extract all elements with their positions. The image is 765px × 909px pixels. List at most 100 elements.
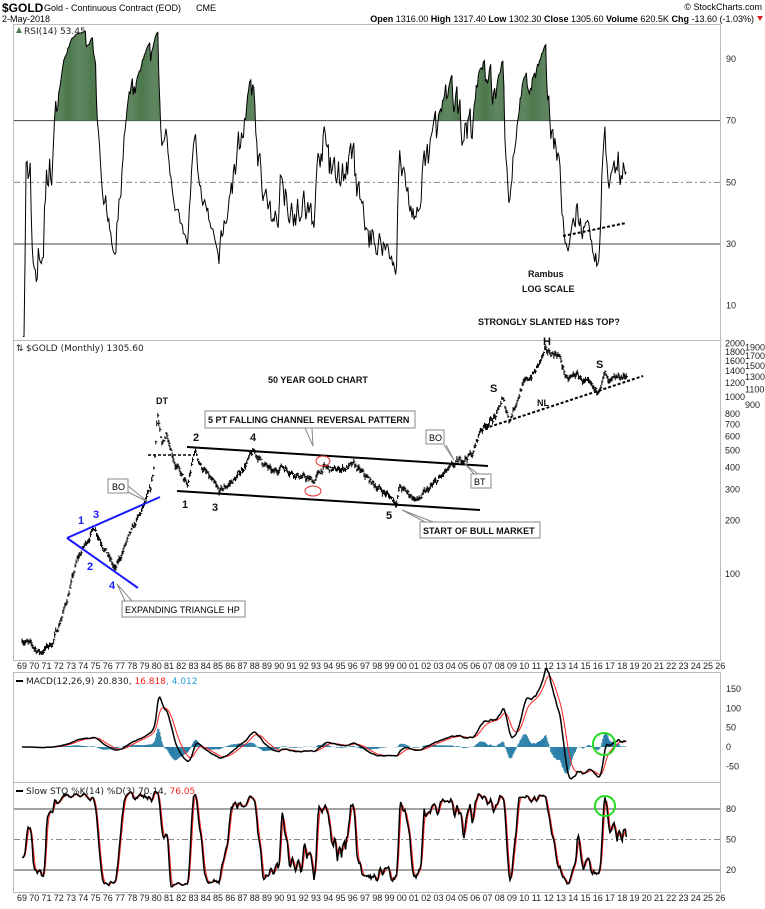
rsi-overbought-fill [59, 87, 61, 121]
rsi-overbought-fill [537, 64, 539, 121]
rsi-overbought-fill [81, 32, 83, 121]
rsi-overbought-fill [495, 98, 497, 121]
rsi-overbought-fill [546, 81, 548, 121]
rsi-overbought-fill [95, 62, 97, 121]
year-tick-label: 21 [654, 893, 664, 903]
comma: , [164, 787, 167, 797]
year-tick-label: 24 [691, 893, 701, 903]
year-tick-label: 11 [532, 893, 541, 903]
rsi-overbought-fill [134, 93, 136, 121]
year-tick-label: 05 [458, 893, 468, 903]
rsi-overbought-fill [250, 79, 252, 121]
channel-callout [204, 410, 416, 429]
year-tick-label: 22 [666, 893, 676, 903]
rsi-overbought-fill [91, 37, 94, 121]
comma: , [166, 677, 169, 687]
year-tick-label: 17 [605, 893, 615, 903]
year-tick-label: 03 [433, 893, 443, 903]
rsi-overbought-fill [93, 58, 96, 121]
year-tick-label: 12 [544, 661, 554, 671]
year-tick-label: 10 [519, 661, 529, 671]
macd-tick-label: 100 [726, 703, 741, 713]
macd-tick-label: 50 [726, 723, 736, 733]
rsi-overbought-fill [154, 39, 156, 121]
rsi-overbought-fill [498, 74, 500, 121]
author-label: Rambus [528, 269, 564, 279]
rsi-overbought-fill [253, 87, 255, 121]
rsi-overbought-fill [140, 65, 143, 121]
rsi-overbought-fill [539, 60, 541, 121]
year-tick-label: 12 [544, 893, 554, 903]
rsi-overbought-fill [82, 31, 84, 121]
year-tick-label: 92 [299, 893, 309, 903]
rsi-overbought-fill [126, 108, 128, 121]
exchange: CME [196, 3, 216, 13]
channel-point-5: 5 [386, 510, 392, 522]
rsi-overbought-fill [487, 83, 489, 121]
rsi-overbought-fill [451, 75, 453, 121]
year-tick-label: 70 [29, 661, 39, 671]
year-tick-label: 02 [421, 661, 431, 671]
rsi-overbought-fill [64, 57, 66, 121]
year-tick-label: 25 [703, 893, 713, 903]
rsi-overbought-fill [475, 85, 477, 121]
bt-callout [470, 473, 492, 489]
rsi-overbought-fill [89, 40, 91, 121]
rsi-overbought-fill [86, 45, 88, 121]
rsi-overbought-fill [476, 87, 478, 121]
down-arrow-icon [757, 16, 763, 21]
price-tick-label: 400 [725, 462, 740, 472]
rsi-overbought-fill [543, 49, 545, 121]
rsi-overbought-fill [474, 99, 476, 121]
rsi-overbought-fill [131, 78, 133, 121]
macd-tick-label: -50 [726, 761, 739, 771]
rsi-overbought-fill [457, 113, 459, 121]
rsi-overbought-fill [447, 96, 449, 121]
year-tick-label: 16 [593, 661, 603, 671]
rsi-overbought-fill [58, 92, 60, 121]
triangle-point-1: 1 [78, 515, 84, 527]
triangle-callout [121, 600, 246, 618]
rsi-overbought-fill [449, 83, 451, 121]
year-tick-label: 99 [384, 893, 394, 903]
rsi-overbought-fill [468, 115, 470, 121]
price-tick-label: 800 [725, 409, 740, 419]
year-tick-label: 95 [335, 661, 345, 671]
year-tick-label: 98 [372, 661, 382, 671]
year-tick-label: 97 [360, 661, 370, 671]
sto-d-value: 76.05 [170, 787, 196, 797]
year-tick-label: 81 [164, 893, 174, 903]
year-tick-label: 01 [409, 661, 419, 671]
year-tick-label: 26 [715, 661, 725, 671]
rsi-overbought-fill [502, 61, 504, 121]
rsi-overbought-fill [66, 53, 68, 121]
year-tick-label: 99 [384, 661, 394, 671]
callout-pointer [401, 509, 434, 523]
macd-legend-name: MACD(12,26,9) [26, 677, 94, 687]
price-tick-label: 1000 [725, 392, 745, 402]
rsi-overbought-fill [133, 86, 135, 121]
gridlines [14, 120, 720, 871]
rsi-overbought-fill [90, 38, 93, 121]
rsi-overbought-fill [152, 48, 154, 121]
symbol: $GOLD [2, 1, 44, 15]
rsi-overbought-fill [62, 66, 64, 121]
rsi-overbought-fill [529, 88, 531, 121]
rsi-tick-label: 50 [726, 177, 736, 187]
rsi-overbought-fill [446, 98, 448, 121]
rsi-trendline [562, 222, 627, 237]
price-tick-label: 1700 [745, 351, 765, 361]
year-tick-label: 25 [703, 661, 713, 671]
macd-panel [13, 672, 721, 783]
rsi-overbought-fill [483, 60, 486, 121]
channel-point-1: 1 [182, 499, 188, 511]
year-tick-label: 69 [17, 661, 27, 671]
bull-callout [419, 521, 541, 539]
year-tick-label: 07 [482, 893, 492, 903]
year-tick-label: 21 [654, 661, 664, 671]
left-shoulder-label: S [490, 383, 497, 395]
year-tick-label: 94 [323, 661, 333, 671]
year-tick-label: 73 [66, 893, 76, 903]
rsi-overbought-fill [521, 85, 523, 121]
